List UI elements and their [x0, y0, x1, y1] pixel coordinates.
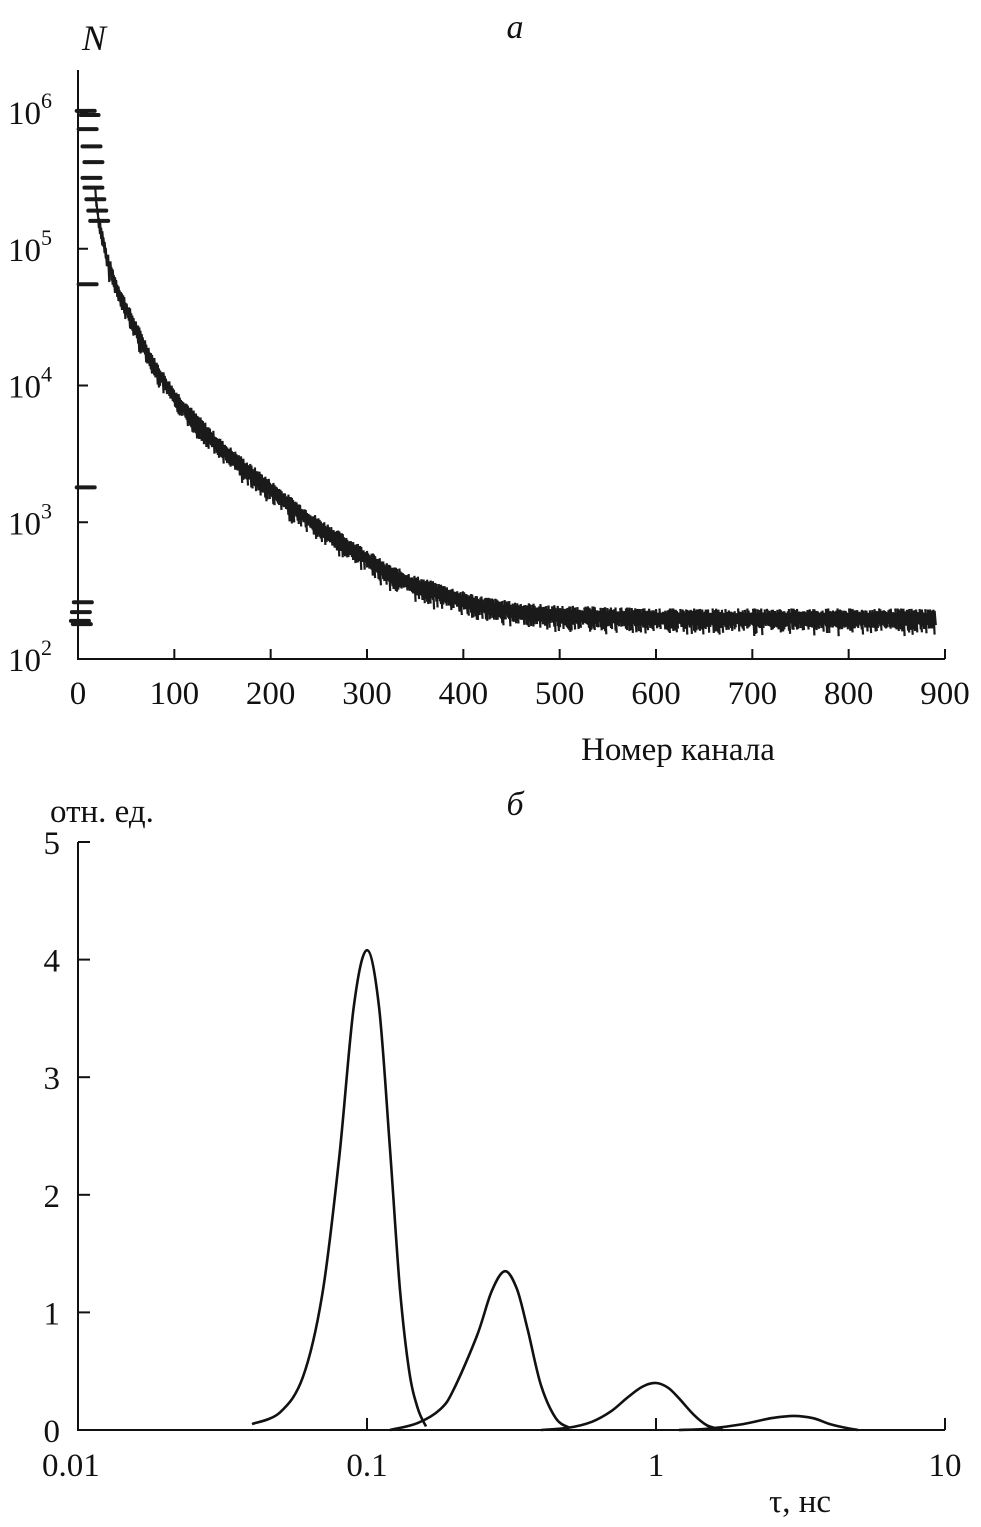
- panel-b-y-tick-label: 2: [44, 1179, 61, 1215]
- panel-a-axes: [77, 70, 945, 660]
- panel-b-y-axis-label: отн. ед.: [50, 794, 154, 830]
- panel-a-y-axis-label: N: [81, 18, 108, 58]
- panel-b-curves: [251, 948, 859, 1432]
- panel-a-x-axis-label: Номер канала: [581, 732, 775, 768]
- panel-a: а N 0 100 200 300 400 500 600 700 800 900 1021031…: [8, 9, 970, 768]
- panel-b-x-tick-label: 1: [648, 1448, 665, 1484]
- panel-b-peak-1: [251, 948, 428, 1428]
- panel-b-x-tick-label: 10: [929, 1448, 962, 1484]
- panel-a-x-tick-label: 900: [920, 676, 970, 712]
- panel-a-y-tick-label: 104: [8, 362, 52, 406]
- panel-a-y-tick-label: 103: [8, 498, 52, 542]
- panel-b-y-tick-label: 5: [44, 826, 61, 862]
- panel-b-y-tick-label: 0: [44, 1414, 61, 1450]
- panel-a-data-band: [68, 108, 937, 637]
- panel-a-x-tick-label: 200: [246, 676, 296, 712]
- panel-a-x-tick-label: 300: [342, 676, 392, 712]
- panel-b-x-axis-label: τ, нс: [769, 1484, 831, 1520]
- panel-b-peak-3: [540, 1381, 723, 1432]
- panel-b: б отн. ед. 0.01 0.1 1 10 0 1 2 3 4 5 τ, нс: [42, 786, 962, 1520]
- panel-b-x-ticks: 0.01 0.1 1 10: [42, 1418, 962, 1484]
- panel-b-letter: б: [506, 786, 525, 823]
- panel-a-y-tick-label: 105: [8, 225, 52, 269]
- panel-a-data-points: [94, 188, 937, 637]
- panel-b-peak-2: [389, 1269, 570, 1432]
- panel-a-x-tick-label: 800: [824, 676, 874, 712]
- panel-b-x-tick-label: 0.01: [42, 1448, 100, 1484]
- panel-b-y-tick-label: 3: [44, 1061, 61, 1097]
- panel-b-y-tick-label: 4: [44, 944, 61, 980]
- panel-a-y-tick-label: 106: [8, 88, 52, 132]
- panel-a-y-ticks: 102 103 104 105 106: [8, 88, 88, 679]
- panel-a-x-tick-label: 500: [535, 676, 585, 712]
- panel-b-x-tick-label: 0.1: [346, 1448, 387, 1484]
- panel-a-letter: а: [507, 9, 524, 46]
- panel-a-x-tick-label: 700: [728, 676, 778, 712]
- panel-a-x-tick-label: 400: [439, 676, 489, 712]
- panel-b-axes: [77, 842, 945, 1431]
- panel-a-x-ticks: 0 100 200 300 400 500 600 700 800 900: [70, 649, 970, 712]
- panel-a-x-tick-label: 600: [631, 676, 681, 712]
- panel-a-x-tick-label: 0: [70, 676, 87, 712]
- panel-b-y-tick-label: 1: [44, 1296, 61, 1332]
- panel-b-y-ticks: 0 1 2 3 4 5: [44, 826, 90, 1450]
- panel-a-y-tick-label: 102: [8, 635, 52, 679]
- panel-b-peak-4: [678, 1414, 859, 1432]
- panel-a-x-tick-label: 100: [150, 676, 200, 712]
